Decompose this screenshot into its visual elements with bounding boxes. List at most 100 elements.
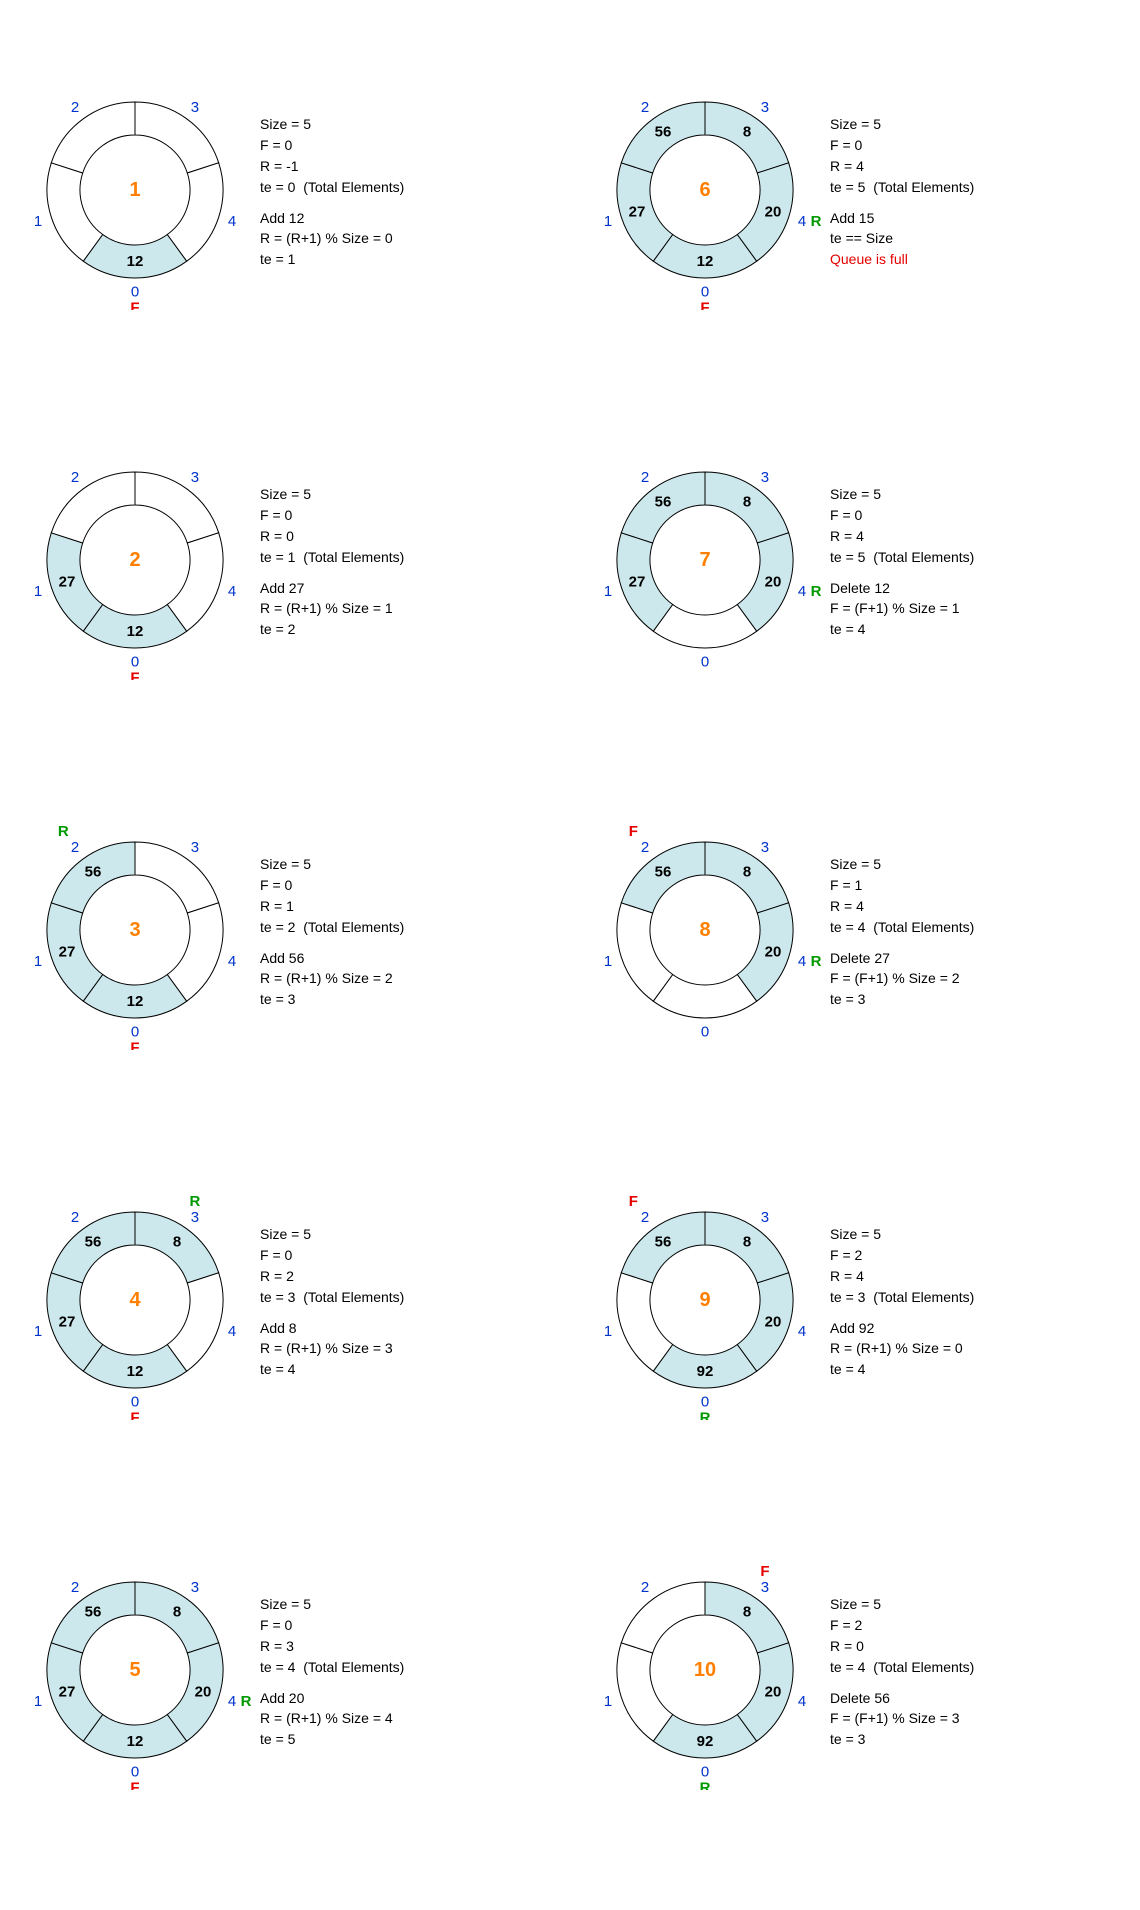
- rear-marker: R: [190, 1193, 201, 1210]
- desc-line: te = 5 (Total Elements): [830, 548, 974, 567]
- desc-line: te = 0 (Total Elements): [260, 178, 404, 197]
- desc-line: Size = 5: [260, 485, 404, 504]
- index-label: 3: [761, 469, 769, 486]
- desc-line: Delete 56: [830, 1689, 974, 1708]
- segment-value: 56: [655, 1234, 672, 1251]
- index-label: 4: [798, 1323, 806, 1340]
- index-label: 2: [71, 99, 79, 116]
- segment-value: 12: [697, 253, 714, 270]
- desc-line: F = 0: [830, 136, 974, 155]
- desc-line: F = 0: [260, 1246, 404, 1265]
- index-label: 1: [34, 583, 42, 600]
- index-label: 2: [71, 1209, 79, 1226]
- index-label: 2: [641, 99, 649, 116]
- rear-marker: R: [811, 953, 822, 970]
- desc-line: R = 4: [830, 527, 974, 546]
- ring-segment: [135, 102, 219, 173]
- queue-step: 925682001234FR9Size = 5F = 2R = 4te = 3 …: [570, 1130, 1140, 1500]
- desc-line: te = 4 (Total Elements): [830, 1658, 974, 1677]
- queue-step: 12275682001234FR5Size = 5F = 0R = 3te = …: [0, 1500, 570, 1870]
- segment-value: 8: [743, 864, 751, 881]
- desc-line: te = 4 (Total Elements): [830, 918, 974, 937]
- segment-value: 20: [765, 574, 782, 591]
- step-description: Size = 5F = 0R = -1te = 0 (Total Element…: [260, 115, 404, 271]
- segment-value: 12: [127, 1733, 144, 1750]
- segment-value: 8: [173, 1234, 181, 1251]
- rear-marker: R: [58, 823, 69, 840]
- ring-diagram: 12275601234FR3: [25, 800, 275, 1050]
- segment-value: 20: [765, 204, 782, 221]
- ring-segment: [135, 472, 219, 543]
- rear-marker: R: [811, 583, 822, 600]
- step-description: Size = 5F = 0R = 3te = 4 (Total Elements…: [260, 1595, 404, 1751]
- segment-value: 92: [697, 1363, 714, 1380]
- index-label: 0: [131, 654, 139, 671]
- segment-value: 27: [59, 944, 76, 961]
- ring-segment: [47, 163, 103, 261]
- segment-value: 20: [195, 1684, 212, 1701]
- rear-marker: R: [700, 1410, 711, 1421]
- queue-step: 122701234FR2Size = 5F = 0R = 0te = 1 (To…: [0, 390, 570, 760]
- front-marker: F: [130, 1410, 139, 1421]
- segment-value: 12: [127, 253, 144, 270]
- index-label: 3: [191, 1579, 199, 1596]
- index-label: 1: [604, 583, 612, 600]
- desc-line: R = (R+1) % Size = 1: [260, 599, 404, 618]
- ring-segment: [51, 102, 135, 173]
- front-marker: F: [760, 1563, 769, 1580]
- ring-segment: [167, 533, 223, 631]
- index-label: 4: [798, 953, 806, 970]
- segment-value: 27: [629, 574, 646, 591]
- index-label: 3: [761, 99, 769, 116]
- step-number: 1: [129, 179, 140, 201]
- index-label: 0: [701, 1394, 709, 1411]
- ring-segment: [167, 163, 223, 261]
- segment-value: 56: [655, 494, 672, 511]
- desc-line: F = (F+1) % Size = 1: [830, 599, 974, 618]
- desc-line: te = 5 (Total Elements): [830, 178, 974, 197]
- step-description: Size = 5F = 0R = 4te = 5 (Total Elements…: [830, 485, 974, 641]
- desc-line: Add 92: [830, 1319, 974, 1338]
- step-number: 7: [699, 549, 710, 571]
- index-label: 1: [604, 213, 612, 230]
- queue-step: 12275601234FR3Size = 5F = 0R = 1te = 2 (…: [0, 760, 570, 1130]
- queue-step: 5682001234FR8Size = 5F = 1R = 4te = 4 (T…: [570, 760, 1140, 1130]
- desc-line: Add 20: [260, 1689, 404, 1708]
- step-number: 5: [129, 1659, 140, 1681]
- index-label: 1: [34, 1693, 42, 1710]
- index-label: 1: [604, 1323, 612, 1340]
- desc-line: te = 4 (Total Elements): [260, 1658, 404, 1677]
- desc-line: Delete 12: [830, 579, 974, 598]
- desc-line: F = 0: [830, 506, 974, 525]
- ring-segment: [621, 1582, 705, 1653]
- step-description: Size = 5F = 2R = 0te = 4 (Total Elements…: [830, 1595, 974, 1751]
- index-label: 3: [191, 1209, 199, 1226]
- segment-value: 20: [765, 944, 782, 961]
- ring-segment: [617, 1643, 673, 1741]
- index-label: 3: [191, 99, 199, 116]
- desc-line: R = (R+1) % Size = 0: [830, 1339, 974, 1358]
- index-label: 4: [228, 1323, 236, 1340]
- step-number: 6: [699, 179, 710, 201]
- desc-line: F = (F+1) % Size = 2: [830, 969, 974, 988]
- desc-line: Size = 5: [260, 855, 404, 874]
- desc-line: R = (R+1) % Size = 3: [260, 1339, 404, 1358]
- ring-diagram: 122701234FR2: [25, 430, 275, 680]
- index-label: 4: [798, 1693, 806, 1710]
- index-label: 1: [34, 1323, 42, 1340]
- index-label: 4: [228, 213, 236, 230]
- queue-step: 12275682001234FR6Size = 5F = 0R = 4te = …: [570, 20, 1140, 390]
- ring-segment: [135, 842, 219, 913]
- index-label: 0: [131, 284, 139, 301]
- front-marker: F: [130, 300, 139, 311]
- desc-line: te = 3: [830, 990, 974, 1009]
- step-number: 2: [129, 549, 140, 571]
- segment-value: 12: [127, 623, 144, 640]
- desc-line: te == Size: [830, 229, 974, 248]
- front-marker: F: [130, 1040, 139, 1051]
- index-label: 0: [131, 1394, 139, 1411]
- index-label: 4: [228, 583, 236, 600]
- index-label: 0: [701, 1024, 709, 1041]
- desc-line: te = 4: [260, 1360, 404, 1379]
- index-label: 1: [604, 1693, 612, 1710]
